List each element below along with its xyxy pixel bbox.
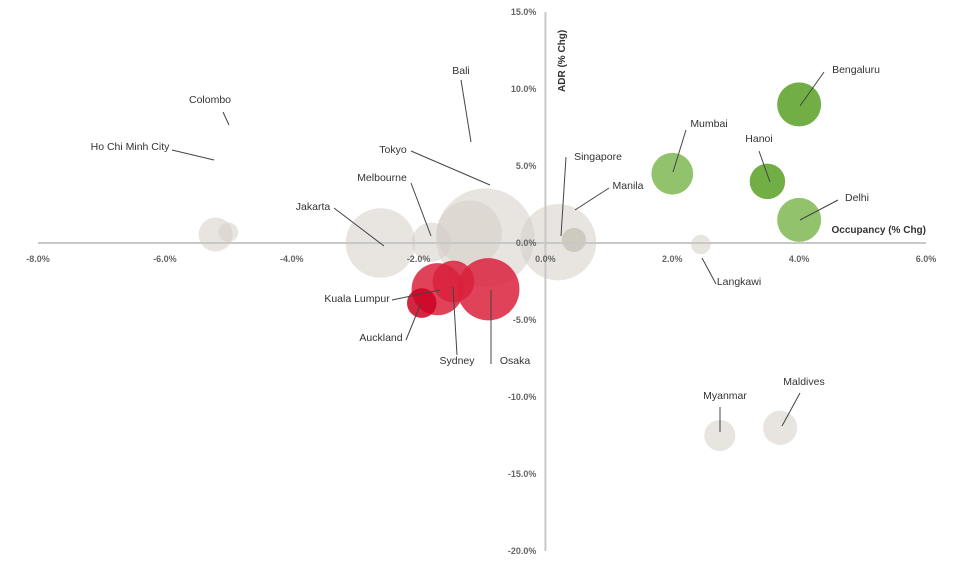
- y-tick-label: 5.0%: [516, 161, 537, 171]
- label-auckland: Auckland: [359, 332, 402, 344]
- label-osaka: Osaka: [500, 355, 531, 367]
- y-tick-label: 15.0%: [511, 7, 537, 17]
- label-delhi: Delhi: [845, 192, 869, 204]
- tick-label-layer: -8.0% -6.0% -4.0% -2.0% 0.0% 2.0% 4.0% 6.0% -20.…: [26, 7, 936, 556]
- y-tick-label: 10.0%: [511, 84, 537, 94]
- bubble-langkawi: [690, 234, 711, 255]
- label-bengaluru: Bengaluru: [832, 64, 880, 76]
- leader-line-bengaluru: [799, 71, 825, 107]
- y-tick-label: -15.0%: [508, 469, 537, 479]
- label-singapore: Singapore: [574, 151, 622, 163]
- y-tick-label: -20.0%: [508, 546, 537, 556]
- bubble-myanmar: [704, 419, 736, 452]
- leader-line-delhi: [799, 199, 839, 221]
- label-kuala-lumpur: Kuala Lumpur: [324, 293, 390, 305]
- bubble-bali: [436, 200, 502, 266]
- bubble-auckland: [406, 288, 437, 318]
- leader-line-colombo: [222, 111, 230, 126]
- label-myanmar: Myanmar: [703, 390, 747, 402]
- leader-line-tokyo: [410, 150, 491, 186]
- label-maldives: Maldives: [783, 376, 824, 388]
- x-tick-label: 6.0%: [916, 254, 937, 264]
- label-colombo: Colombo: [189, 94, 231, 106]
- leader-line-bali: [460, 79, 472, 143]
- leader-line-hanoi: [758, 150, 771, 183]
- label-bali: Bali: [452, 65, 470, 77]
- x-tick-label: 0.0%: [535, 254, 556, 264]
- y-tick-label: -10.0%: [508, 392, 537, 402]
- x-tick-label: -6.0%: [153, 254, 177, 264]
- leader-line-singapore: [560, 156, 567, 237]
- bubble-delhi: [777, 197, 822, 242]
- x-tick-label: 2.0%: [662, 254, 683, 264]
- city-label-layer: Colombo Ho Chi Minh City Bali Tokyo Melbourn…: [91, 64, 880, 402]
- bubble-mumbai: [651, 152, 694, 195]
- leader-line-ho-chi-minh-city: [171, 149, 215, 161]
- y-tick-label: 0.0%: [516, 238, 537, 248]
- x-axis-title: Occupancy (% Chg): [832, 225, 926, 236]
- label-mumbai: Mumbai: [690, 118, 727, 130]
- bubble-colombo: [218, 222, 239, 243]
- leader-line-manila: [574, 187, 610, 211]
- bubble-layer: [198, 82, 822, 452]
- bubble-manila: [561, 227, 587, 252]
- leader-line-layer: [171, 71, 839, 432]
- label-langkawi: Langkawi: [717, 276, 761, 288]
- leader-line-langkawi: [701, 257, 717, 285]
- bubble-sydney: [432, 260, 475, 303]
- label-sydney: Sydney: [439, 355, 475, 367]
- leader-line-kuala-lumpur: [391, 289, 441, 301]
- label-jakarta: Jakarta: [296, 201, 331, 213]
- x-tick-label: 4.0%: [789, 254, 810, 264]
- y-tick-label: -5.0%: [513, 315, 537, 325]
- label-tokyo: Tokyo: [379, 144, 407, 156]
- leader-line-auckland: [405, 302, 422, 341]
- y-axis-title: ADR (% Chg): [557, 30, 568, 92]
- label-manila: Manila: [613, 180, 644, 192]
- x-tick-label: -8.0%: [26, 254, 50, 264]
- leader-line-jakarta: [333, 207, 385, 247]
- label-ho-chi-minh-city: Ho Chi Minh City: [91, 141, 171, 153]
- axes-layer: [38, 12, 926, 551]
- leader-line-maldives: [781, 392, 801, 427]
- leader-line-sydney: [452, 286, 458, 356]
- x-tick-label: -4.0%: [280, 254, 304, 264]
- leader-line-melbourne: [410, 182, 432, 237]
- bubble-bengaluru: [777, 82, 822, 127]
- leader-line-mumbai: [672, 129, 687, 173]
- label-melbourne: Melbourne: [357, 172, 407, 184]
- bubble-hanoi: [749, 163, 786, 200]
- x-tick-label: -2.0%: [407, 254, 431, 264]
- bubble-maldives: [763, 410, 798, 445]
- label-hanoi: Hanoi: [745, 133, 772, 145]
